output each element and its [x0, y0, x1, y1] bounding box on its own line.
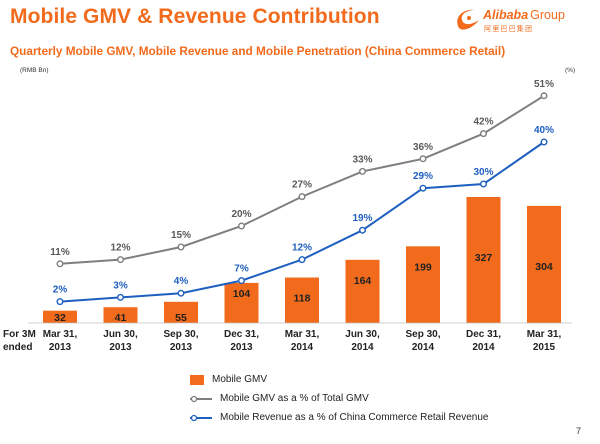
x-tick-label: Sep 30, 2013 [163, 329, 198, 353]
line-value-label: 42% [473, 117, 493, 128]
line-value-label: 40% [534, 125, 554, 136]
bar-value-label: 55 [175, 312, 187, 324]
bar-mobile-gmv [103, 307, 138, 323]
bar-mobile-gmv [345, 259, 380, 323]
bar-value-label: 304 [535, 261, 553, 273]
line-point [419, 184, 427, 192]
x-tick-label: Mar 31, 2015 [527, 329, 562, 353]
line-value-label: 12% [110, 243, 130, 254]
logo-chinese-name: 阿里巴巴集团 [484, 26, 534, 33]
lines-layer [56, 92, 548, 306]
x-tick-label: Jun 30, 2014 [345, 329, 380, 353]
line-value-label: 20% [231, 209, 251, 220]
line-value-label: 7% [234, 264, 249, 275]
line-point [177, 243, 185, 251]
legend-item-revenue-percent: Mobile Revenue as a % of China Commerce … [190, 408, 488, 427]
mobile-gmv-chart: 32 41 55 104 118 164 199 327 304 11% 12% 15% 20% 27% 3… [3, 79, 572, 353]
line-value-label: 4% [174, 276, 189, 287]
bar-mobile-gmv [527, 205, 561, 323]
legend-label: Mobile GMV as a % of Total GMV [220, 393, 369, 404]
line-value-label: 29% [413, 171, 433, 182]
line-point [419, 155, 427, 163]
line-point [480, 130, 488, 138]
x-row-label: For 3M ended [3, 329, 36, 353]
legend-item-gmv-percent: Mobile GMV as a % of Total GMV [190, 389, 488, 408]
line-point [177, 289, 185, 297]
bar-value-label: 41 [115, 312, 127, 324]
ticks-layer: For 3M ended Mar 31, 2013 Jun 30, 2013 Sep 30,… [3, 329, 561, 353]
line-value-label: 33% [352, 154, 372, 165]
bar-mobile-gmv [164, 301, 198, 323]
bar-mobile-gmv [406, 246, 440, 323]
bar-value-label: 164 [354, 275, 372, 287]
bar-value-label: 327 [475, 252, 493, 264]
line-point [116, 293, 124, 301]
line-point [359, 226, 367, 234]
legend-blue-line-swatch [190, 414, 212, 421]
legend-gray-line-swatch [190, 395, 212, 402]
x-tick-label: Sep 30, 2014 [405, 329, 440, 353]
bar-value-label: 104 [233, 288, 251, 300]
chart-subtitle: Quarterly Mobile GMV, Mobile Revenue and… [10, 44, 506, 58]
line-point [116, 256, 124, 264]
bar-mobile-gmv [285, 277, 319, 323]
line-point [480, 180, 488, 188]
legend-label: Mobile GMV [212, 374, 268, 385]
line-value-label: 2% [53, 285, 68, 296]
line-value-label: 15% [171, 230, 191, 241]
line-value-label: 19% [352, 213, 372, 224]
line-value-label: 30% [473, 167, 493, 178]
x-tick-label: Mar 31, 2014 [285, 329, 320, 353]
bar-value-label: 199 [414, 261, 432, 273]
bar-mobile-gmv [224, 282, 259, 323]
line-value-label: 36% [413, 142, 433, 153]
line-value-label: 51% [534, 79, 554, 90]
bar-value-label: 32 [54, 312, 66, 324]
line-point [56, 298, 64, 306]
line-point [237, 277, 245, 285]
legend-label: Mobile Revenue as a % of China Commerce … [220, 412, 489, 423]
bar-mobile-gmv [466, 197, 501, 323]
logo-wordmark: Alibaba Group [483, 8, 565, 22]
line-value-label: 27% [292, 180, 312, 191]
page-title: Mobile GMV & Revenue Contribution [10, 5, 380, 28]
line-point [56, 260, 64, 268]
line-point [298, 193, 306, 201]
x-tick-label: Dec 31, 2013 [224, 329, 259, 353]
labels-layer: 32 41 55 104 118 164 199 327 304 11% 12% 15% 20% 27% 3… [50, 79, 554, 324]
x-tick-label: Mar 31, 2013 [43, 329, 78, 353]
line-point [540, 92, 548, 100]
bars-layer [43, 197, 561, 323]
left-axis-unit: (RMB Bn) [20, 67, 49, 74]
page-number: 7 [576, 426, 582, 436]
right-axis-unit: (%) [565, 67, 576, 74]
line-point [359, 167, 367, 175]
alibaba-group-logo: Alibaba Group 阿里巴巴集团 [455, 5, 595, 35]
chart-legend: Mobile GMV Mobile GMV as a % of Total GM… [190, 370, 488, 427]
legend-item-mobile-gmv: Mobile GMV [190, 370, 488, 389]
bar-mobile-gmv [43, 310, 77, 323]
line-value-label: 11% [50, 247, 70, 258]
line-point [298, 256, 306, 264]
alibaba-logo-icon [457, 9, 479, 30]
line-value-label: 3% [113, 280, 128, 291]
line-value-label: 12% [292, 243, 312, 254]
line-point [540, 138, 548, 146]
legend-bar-swatch [190, 374, 204, 385]
line-point [237, 222, 245, 230]
x-tick-label: Jun 30, 2013 [103, 329, 138, 353]
bar-value-label: 118 [294, 293, 311, 305]
x-tick-label: Dec 31, 2014 [466, 329, 501, 353]
